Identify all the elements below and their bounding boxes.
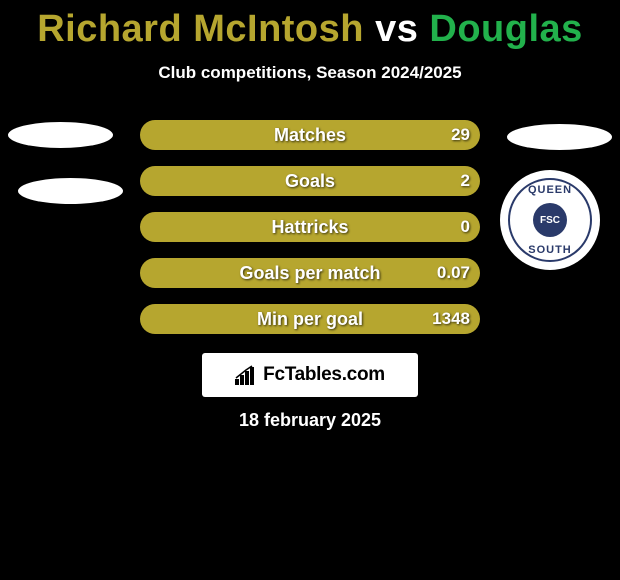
stat-row: Min per goal1348 (0, 304, 620, 334)
title-vs: vs (375, 8, 418, 50)
stat-value: 0 (461, 212, 470, 242)
crest-text-bottom: SOUTH (510, 244, 590, 256)
stat-value: 29 (451, 120, 470, 150)
chart-bars-icon (235, 365, 257, 385)
player2-badge-ellipse (507, 124, 612, 150)
subtitle: Club competitions, Season 2024/2025 (0, 63, 620, 83)
comparison-card: Richard McIntosh vs Douglas Club competi… (0, 0, 620, 580)
stat-bar (140, 258, 480, 288)
stat-bar (140, 304, 480, 334)
date-line: 18 february 2025 (0, 410, 620, 431)
crest-center: FSC (533, 203, 567, 237)
title-player2: Douglas (429, 8, 582, 50)
crest-text-top: QUEEN (510, 184, 590, 196)
branding-text: FcTables.com (263, 364, 385, 386)
stat-value: 1348 (432, 304, 470, 334)
stat-value: 2 (461, 166, 470, 196)
page-title: Richard McIntosh vs Douglas (0, 0, 620, 51)
player1-badge-ellipse (18, 178, 123, 204)
branding: FcTables.com (202, 353, 418, 397)
stat-bar (140, 166, 480, 196)
stat-value: 0.07 (437, 258, 470, 288)
title-player1: Richard McIntosh (37, 8, 364, 50)
stat-bar (140, 120, 480, 150)
stat-bar (140, 212, 480, 242)
club-crest: QUEEN FSC SOUTH (500, 170, 600, 270)
club-crest-ring: QUEEN FSC SOUTH (508, 178, 592, 262)
player1-badge-ellipse (8, 122, 113, 148)
